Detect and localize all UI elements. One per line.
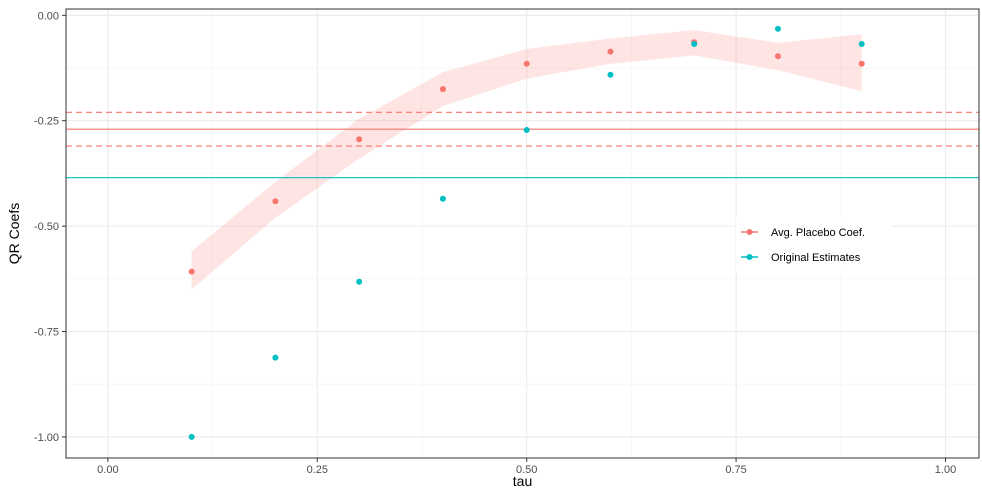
- confidence-band-layer: [191, 30, 862, 290]
- data-point: [439, 195, 446, 202]
- reference-lines-layer: [66, 111, 979, 179]
- x-tick-label: 0.75: [725, 464, 746, 476]
- y-tick-label: -1.00: [34, 432, 59, 444]
- data-point: [356, 136, 363, 143]
- y-axis-ticks: 0.00 -0.25 -0.50 -0.75 -1.00: [34, 10, 66, 444]
- legend-background: [736, 218, 892, 270]
- data-point: [523, 60, 530, 67]
- data-point: [356, 278, 363, 285]
- data-point: [774, 25, 781, 32]
- data-point: [272, 354, 279, 361]
- y-tick-label: 0.00: [38, 10, 59, 22]
- y-tick-label: -0.50: [34, 221, 59, 233]
- data-point: [188, 433, 195, 440]
- points-layer: [188, 25, 865, 440]
- data-point: [607, 71, 614, 78]
- y-tick-label: -0.75: [34, 327, 59, 339]
- data-point: [607, 48, 614, 55]
- legend-label: Avg. Placebo Coef.: [771, 227, 865, 239]
- x-tick-label: 1.00: [935, 464, 956, 476]
- data-point: [691, 40, 698, 47]
- data-point: [858, 40, 865, 47]
- data-point: [858, 60, 865, 67]
- panel-border: [65, 8, 980, 459]
- data-point: [188, 268, 195, 275]
- legend-label: Original Estimates: [771, 252, 861, 264]
- legend-key-point: [746, 254, 753, 260]
- data-point: [439, 86, 446, 93]
- legend: Avg. Placebo Coef. Original Estimates: [736, 218, 892, 270]
- confidence-band: [191, 30, 862, 290]
- y-tick-label: -0.25: [34, 116, 59, 128]
- x-tick-label: 0.25: [307, 464, 328, 476]
- y-axis-title: QR Coefs: [6, 203, 22, 264]
- x-axis-ticks: 0.00 0.25 0.50 0.75 1.00: [97, 458, 956, 476]
- data-point: [272, 198, 279, 205]
- legend-key-point: [746, 229, 753, 235]
- data-point: [523, 126, 530, 133]
- x-tick-label: 0.00: [97, 464, 118, 476]
- data-point: [774, 53, 781, 60]
- x-tick-label: 0.50: [516, 464, 537, 476]
- x-axis-title: tau: [513, 473, 532, 489]
